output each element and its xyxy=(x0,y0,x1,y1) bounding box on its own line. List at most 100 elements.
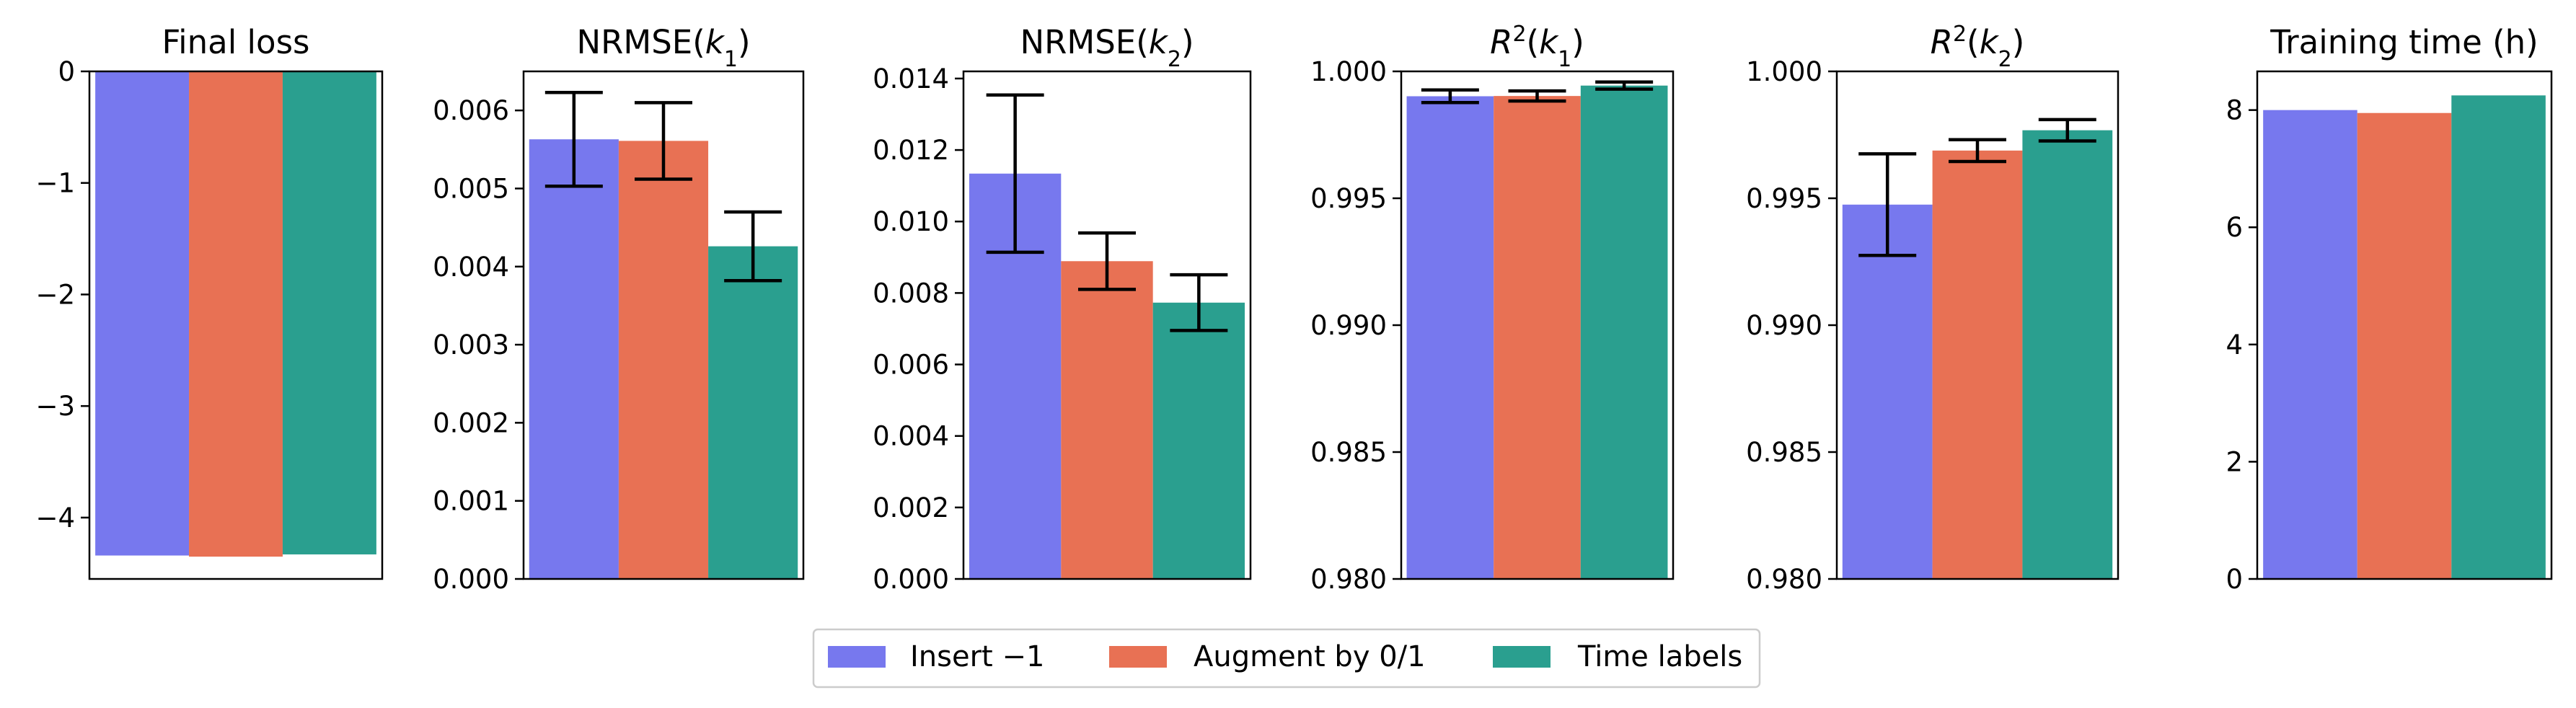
chart-panel-nrmse-k2: 0.000 0.002 0.004 0.006 0.008 0.010 0.012 0.014… xyxy=(873,23,1252,595)
axes-frame-nrmse-k2 xyxy=(962,70,1252,580)
chart-panel-training-time: 0 2 4 6 8 Training time (h) xyxy=(2226,23,2553,595)
y-tick-label-nrmse-k2: 0.014 xyxy=(873,63,949,94)
error-bar-nrmse-k2-1 xyxy=(986,93,1044,255)
panel-title-nrmse-k1: NRMSE(k1) xyxy=(576,23,750,72)
y-tick-label-r2-k1: 0.995 xyxy=(1310,183,1387,214)
axes-frame-final-loss xyxy=(88,70,384,580)
legend-swatch-augment xyxy=(1109,646,1167,668)
axes-frame-nrmse-k1 xyxy=(522,70,805,580)
bar-r2-k2-3 xyxy=(2022,130,2113,579)
y-tick-label-nrmse-k1: 0.002 xyxy=(433,407,509,438)
y-tick-label-nrmse-k2: 0.010 xyxy=(873,206,949,237)
bar-nrmse-k1-3 xyxy=(708,246,798,579)
bar-r2-k2-2 xyxy=(1932,150,2023,580)
bar-training-time-1 xyxy=(2263,110,2357,580)
legend: Insert −1 Augment by 0/1 Time labels xyxy=(812,628,1761,689)
chart-panel-final-loss: 0 −1 −2 −3 −4 Final loss xyxy=(35,23,384,580)
title-paren-close: ) xyxy=(1571,23,1584,61)
title-var: k xyxy=(1539,23,1559,61)
y-tick-label-training-time: 0 xyxy=(2226,564,2243,595)
y-tick-label-r2-k2: 0.980 xyxy=(1746,564,1822,595)
y-tick-label-nrmse-k1: 0.004 xyxy=(433,252,509,283)
y-tick-label-r2-k1: 0.990 xyxy=(1310,310,1387,341)
error-bar-nrmse-k2-3 xyxy=(1170,273,1228,332)
bar-nrmse-k1-1 xyxy=(529,139,619,580)
error-bar-r2-k2-1 xyxy=(1858,152,1917,257)
bar-r2-k2-1 xyxy=(1842,204,1933,579)
y-tick-label-nrmse-k1: 0.000 xyxy=(433,564,509,595)
y-tick-label-r2-k1: 0.980 xyxy=(1310,564,1387,595)
title-subscript: 1 xyxy=(724,47,738,72)
y-tick-label-r2-k2: 0.985 xyxy=(1746,437,1822,468)
title-prefix: NRMSE( xyxy=(1020,23,1148,61)
y-tick-label-final-loss: −3 xyxy=(35,391,75,422)
legend-swatch-time-labels xyxy=(1493,646,1551,668)
chart-panel-r2-k1: 0.980 0.985 0.990 0.995 1.000 R2(k1) xyxy=(1310,22,1675,595)
legend-label-insert: Insert −1 xyxy=(910,640,1044,673)
bar-r2-k1-2 xyxy=(1494,96,1581,580)
bar-training-time-3 xyxy=(2451,95,2546,579)
bar-nrmse-k1-2 xyxy=(618,141,709,579)
bar-nrmse-k2-2 xyxy=(1061,261,1153,579)
y-tick-label-nrmse-k1: 0.005 xyxy=(433,173,509,204)
title-paren-open: ( xyxy=(1527,23,1540,61)
panel-title-r2-k2: R2(k2) xyxy=(1931,22,2025,72)
title-superscript: 2 xyxy=(1953,22,1967,47)
panel-title-nrmse-k2: NRMSE(k2) xyxy=(1020,23,1194,72)
y-tick-label-training-time: 8 xyxy=(2226,95,2243,126)
bar-r2-k1-3 xyxy=(1580,85,1668,580)
title-var: R xyxy=(1490,23,1512,61)
chart-panel-nrmse-k1: 0.000 0.001 0.002 0.003 0.004 0.005 0.006 NRMSE… xyxy=(433,23,805,595)
title-paren-close: ) xyxy=(1181,23,1194,61)
title-subscript: 2 xyxy=(1168,47,1181,72)
y-tick-label-nrmse-k1: 0.003 xyxy=(433,329,509,360)
title-superscript: 2 xyxy=(1512,22,1526,47)
error-bar-r2-k1-3 xyxy=(1595,80,1654,91)
y-tick-label-r2-k1: 1.000 xyxy=(1310,56,1387,87)
title-prefix: NRMSE( xyxy=(576,23,705,61)
y-tick-label-final-loss: 0 xyxy=(58,56,75,87)
title-paren-close: ) xyxy=(2012,23,2025,61)
title-var: k xyxy=(705,23,725,61)
y-tick-label-training-time: 2 xyxy=(2226,446,2243,477)
y-tick-label-r2-k2: 1.000 xyxy=(1746,56,1822,87)
title-subscript: 1 xyxy=(1558,47,1571,72)
title-var: k xyxy=(1980,23,2000,61)
panel-title-final-loss: Final loss xyxy=(162,23,310,61)
title-var: R xyxy=(1931,23,1953,61)
legend-label-time-labels: Time labels xyxy=(1577,640,1742,673)
title-paren-open: ( xyxy=(1967,23,1980,61)
legend-frame xyxy=(812,628,1761,689)
error-bar-r2-k2-2 xyxy=(1949,138,2006,164)
bar-training-time-2 xyxy=(2357,112,2452,579)
y-tick-label-nrmse-k2: 0.008 xyxy=(873,278,949,309)
bar-final-loss-2 xyxy=(189,71,283,557)
y-tick-label-nrmse-k1: 0.006 xyxy=(433,95,509,126)
title-paren-close: ) xyxy=(738,23,751,61)
y-tick-label-final-loss: −1 xyxy=(35,168,75,199)
y-tick-label-final-loss: −4 xyxy=(35,503,75,534)
error-bar-r2-k2-3 xyxy=(2038,118,2096,143)
y-tick-label-nrmse-k2: 0.006 xyxy=(873,350,949,381)
error-bar-r2-k1-1 xyxy=(1421,88,1479,105)
panel-title-training-time: Training time (h) xyxy=(2270,23,2538,61)
axes-frame-training-time xyxy=(2256,70,2553,580)
error-bar-nrmse-k1-1 xyxy=(544,90,603,188)
panel-title-r2-k1: R2(k1) xyxy=(1490,22,1584,72)
bar-nrmse-k2-3 xyxy=(1152,302,1245,579)
y-tick-label-final-loss: −2 xyxy=(35,279,75,310)
title-subscript: 2 xyxy=(1998,47,2012,72)
y-tick-label-nrmse-k2: 0.002 xyxy=(873,492,949,523)
bar-final-loss-1 xyxy=(95,71,190,556)
error-bar-nrmse-k2-2 xyxy=(1078,231,1136,291)
y-tick-label-nrmse-k1: 0.001 xyxy=(433,486,509,517)
error-bar-r2-k1-2 xyxy=(1508,89,1566,103)
error-bar-nrmse-k1-2 xyxy=(635,101,692,181)
title-var: k xyxy=(1149,23,1169,61)
y-tick-label-nrmse-k2: 0.000 xyxy=(873,564,949,595)
y-tick-label-r2-k1: 0.985 xyxy=(1310,437,1387,468)
y-tick-label-training-time: 4 xyxy=(2226,329,2243,360)
legend-label-augment: Augment by 0/1 xyxy=(1194,640,1426,673)
